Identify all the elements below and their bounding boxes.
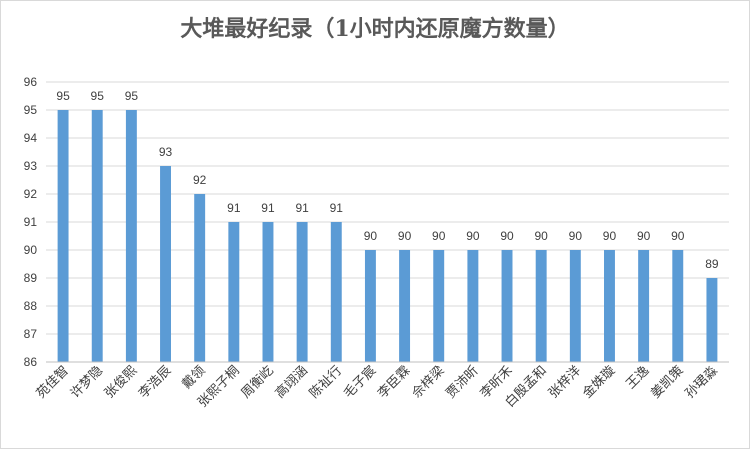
y-tick-label: 88 xyxy=(24,299,38,313)
bar xyxy=(262,222,274,362)
bar xyxy=(501,250,513,362)
bar xyxy=(604,250,615,362)
gridlines xyxy=(46,81,729,363)
data-label: 93 xyxy=(159,145,173,159)
bar xyxy=(57,110,69,362)
x-category-label: 周衡屹 xyxy=(239,363,277,401)
data-label: 91 xyxy=(330,201,344,215)
bar xyxy=(638,250,650,362)
bar xyxy=(160,166,171,362)
data-label: 89 xyxy=(705,257,719,271)
bar xyxy=(194,194,206,362)
x-category-label: 金姝璇 xyxy=(579,363,618,402)
data-label: 91 xyxy=(295,201,309,215)
data-label: 95 xyxy=(91,89,105,103)
data-label: 90 xyxy=(466,229,480,243)
data-label: 92 xyxy=(193,173,207,187)
data-label: 90 xyxy=(534,229,548,243)
x-category-label: 佘梓梁 xyxy=(409,363,448,402)
y-tick-label: 91 xyxy=(24,215,38,229)
x-category-label: 王逸 xyxy=(623,363,652,392)
x-category-label: 陈祉行 xyxy=(306,363,345,402)
data-label: 90 xyxy=(364,229,378,243)
data-label: 90 xyxy=(398,229,412,243)
x-category-label: 苑佳智 xyxy=(34,363,72,401)
data-label: 90 xyxy=(603,229,617,243)
x-category-label: 姜凯策 xyxy=(648,363,687,402)
chart-title: 大堆最好纪录（1小时内还原魔方数量） xyxy=(180,16,570,42)
y-tick-label: 95 xyxy=(24,103,38,117)
bar xyxy=(535,250,547,362)
y-tick-label: 86 xyxy=(24,355,38,369)
y-axis-ticks: 86 87 88 89 90 91 92 93 94 95 96 xyxy=(24,75,38,369)
bar xyxy=(330,222,342,362)
bar xyxy=(91,110,103,362)
bar xyxy=(569,250,581,362)
data-label: 95 xyxy=(125,89,139,103)
bar xyxy=(228,222,240,362)
bar xyxy=(399,250,411,362)
y-tick-label: 92 xyxy=(24,187,38,201)
x-category-label: 孙珺淼 xyxy=(683,363,721,401)
data-label: 90 xyxy=(500,229,514,243)
x-category-label: 李臣霖 xyxy=(375,363,413,401)
x-category-label: 许梦隐 xyxy=(68,363,106,401)
x-category-label: 贾沛昕 xyxy=(444,363,482,401)
x-category-label: 毛子宸 xyxy=(340,363,379,402)
x-category-label: 高翊涵 xyxy=(272,363,311,402)
data-label: 95 xyxy=(56,89,70,103)
data-label: 90 xyxy=(432,229,446,243)
bar xyxy=(672,250,684,362)
x-category-label: 李浩辰 xyxy=(136,363,174,401)
y-tick-label: 94 xyxy=(24,131,38,145)
bar xyxy=(125,110,137,362)
data-label: 90 xyxy=(569,229,583,243)
x-category-label: 张梓洋 xyxy=(546,363,584,401)
data-labels: 95 95 95 93 92 91 91 91 91 90 90 90 90 90 90 90 90 90 90 89 xyxy=(56,89,719,271)
data-label: 91 xyxy=(261,201,275,215)
data-label: 90 xyxy=(671,229,685,243)
data-label: 91 xyxy=(227,201,241,215)
bar xyxy=(433,250,445,362)
y-tick-label: 89 xyxy=(24,271,38,285)
y-tick-label: 87 xyxy=(24,327,38,341)
y-tick-label: 93 xyxy=(24,159,38,173)
x-category-label: 张俊熙 xyxy=(102,363,140,401)
bars xyxy=(57,110,718,362)
data-label: 90 xyxy=(637,229,651,243)
bar xyxy=(364,250,376,362)
bar xyxy=(296,222,308,362)
bar xyxy=(467,250,479,362)
bar xyxy=(706,278,718,362)
x-category-label: 戴领 xyxy=(180,363,209,392)
y-tick-label: 90 xyxy=(24,243,38,257)
y-tick-label: 96 xyxy=(24,75,38,89)
